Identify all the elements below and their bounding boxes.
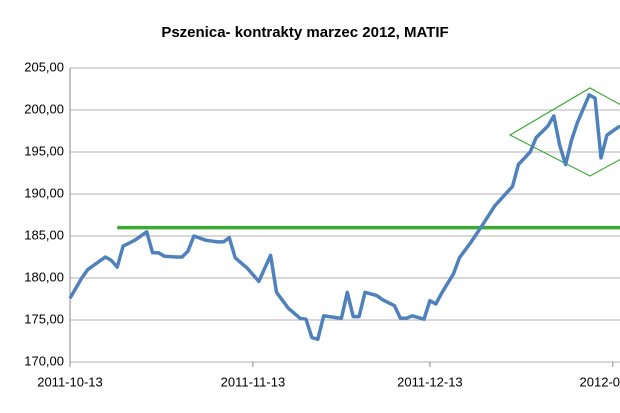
y-tick-label: 205,00 — [24, 59, 64, 74]
data-line — [68, 93, 620, 342]
y-tick-label: 195,00 — [24, 143, 64, 158]
y-tick-label: 180,00 — [24, 269, 64, 284]
y-tick-label: 185,00 — [24, 227, 64, 242]
x-tick-label: 2011-11-13 — [221, 374, 286, 389]
y-tick-label: 170,00 — [24, 353, 64, 368]
x-tick-label: 2011-12-13 — [397, 374, 463, 389]
chart-title: Pszenica- kontrakty marzec 2012, MATIF — [161, 24, 448, 41]
x-tick-label: 2012-01-13 — [580, 374, 620, 389]
y-tick-label: 200,00 — [24, 101, 64, 116]
y-tick-label: 175,00 — [24, 311, 64, 326]
y-tick-label: 190,00 — [24, 185, 64, 200]
x-tick-label: 2011-10-13 — [37, 374, 103, 389]
